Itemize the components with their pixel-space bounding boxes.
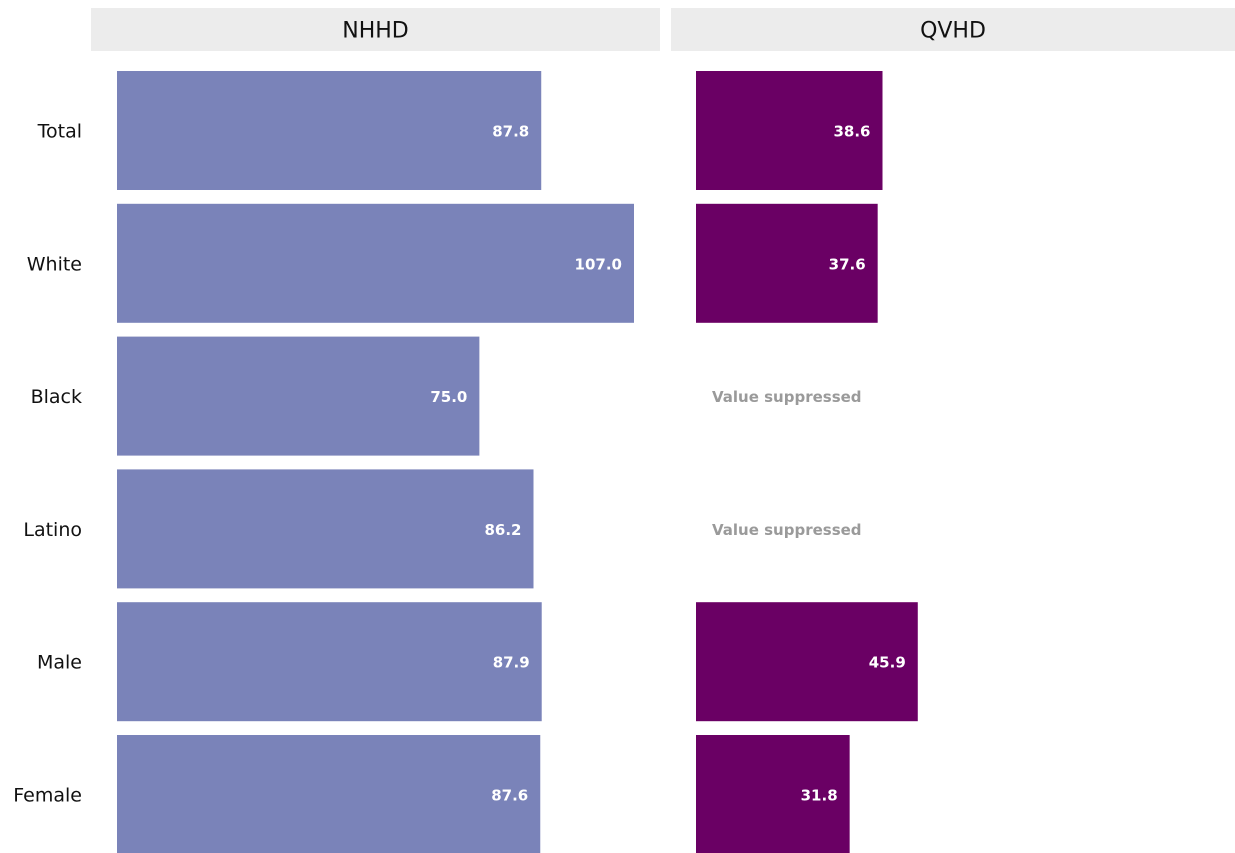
category-label-male: Male: [37, 652, 82, 674]
value-label-nhhd-white: 107.0: [575, 255, 622, 273]
bar-nhhd-male: [117, 602, 542, 722]
category-label-total: Total: [37, 121, 82, 143]
category-label-latino: Latino: [23, 519, 82, 541]
bar-qvhd-white: [696, 203, 878, 323]
value-label-qvhd-white: 37.6: [829, 255, 866, 273]
panel-header-nhhd: [91, 8, 660, 51]
value-label-qvhd-female: 31.8: [801, 787, 838, 805]
value-label-qvhd-male: 45.9: [869, 654, 906, 672]
value-label-nhhd-black: 75.0: [430, 388, 467, 406]
panel-title-nhhd: NHHD: [342, 19, 408, 44]
bar-nhhd-white: [117, 203, 634, 323]
bar-qvhd-total: [696, 71, 883, 190]
category-label-black: Black: [31, 386, 82, 408]
suppressed-label-qvhd-latino: Value suppressed: [712, 521, 862, 539]
category-label-female: Female: [13, 785, 82, 807]
value-label-qvhd-total: 38.6: [833, 123, 870, 141]
bar-nhhd-black: [117, 336, 480, 456]
bar-qvhd-female: [696, 735, 850, 853]
bar-qvhd-male: [696, 602, 918, 722]
value-label-nhhd-total: 87.8: [492, 123, 529, 141]
panel-header-qvhd: [671, 8, 1235, 51]
value-label-nhhd-female: 87.6: [491, 787, 528, 805]
value-label-nhhd-male: 87.9: [493, 654, 530, 672]
bar-nhhd-total: [117, 71, 542, 190]
suppressed-label-qvhd-black: Value suppressed: [712, 388, 862, 406]
value-label-nhhd-latino: 86.2: [484, 521, 521, 539]
bar-nhhd-latino: [117, 469, 534, 589]
category-label-white: White: [27, 253, 82, 275]
bar-nhhd-female: [117, 735, 541, 853]
panel-title-qvhd: QVHD: [920, 19, 986, 44]
